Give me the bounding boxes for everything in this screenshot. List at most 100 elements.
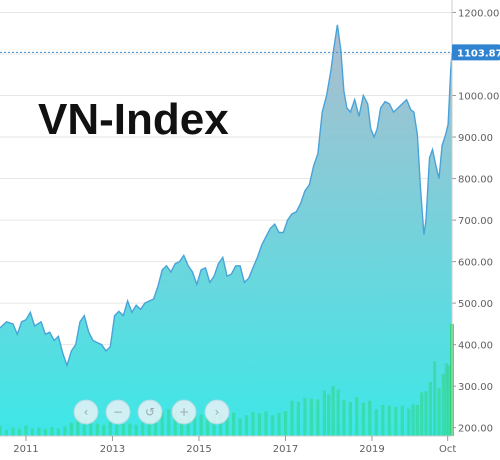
volume-bar xyxy=(69,422,73,436)
navigator-controls[interactable]: ‹ − ↺ + › xyxy=(73,399,230,425)
volume-bar xyxy=(154,419,158,436)
volume-bar xyxy=(4,429,9,436)
volume-bar xyxy=(441,373,445,436)
y-tick-label: 900.00 xyxy=(458,133,493,144)
x-tick-label: 2017 xyxy=(273,444,298,455)
x-tick-label: 2019 xyxy=(359,444,384,455)
volume-bar xyxy=(238,418,242,436)
volume-bar xyxy=(212,415,216,436)
volume-bar xyxy=(167,409,171,436)
volume-bar xyxy=(251,411,255,436)
volume-bar xyxy=(361,402,365,436)
x-tick-label: 2013 xyxy=(100,444,125,455)
nav-back-button[interactable]: ‹ xyxy=(73,399,99,425)
price-series-line xyxy=(0,24,453,368)
volume-bar xyxy=(199,414,203,436)
volume-bar xyxy=(225,417,229,436)
volume-bar xyxy=(115,423,119,436)
volume-bar xyxy=(283,411,288,436)
price-line xyxy=(0,24,453,368)
volume-bar xyxy=(374,409,378,436)
volume-bars xyxy=(0,323,454,436)
volume-bar xyxy=(37,427,41,436)
volume-bar xyxy=(277,412,281,436)
volume-bar xyxy=(232,412,236,436)
zoom-in-button[interactable]: + xyxy=(171,399,197,425)
volume-bar xyxy=(447,365,451,436)
volume-bar xyxy=(102,424,106,436)
volume-bar xyxy=(394,406,398,436)
volume-bar xyxy=(219,413,223,436)
volume-bar xyxy=(400,405,404,436)
volume-bar xyxy=(147,422,151,436)
volume-bar xyxy=(128,423,132,436)
volume-bar xyxy=(355,397,359,436)
volume-bar xyxy=(327,394,331,436)
plus-icon: + xyxy=(179,405,189,419)
chevron-left-icon: ‹ xyxy=(84,405,89,419)
volume-bar xyxy=(0,425,2,436)
volume-bar xyxy=(186,411,190,436)
y-tick-label: 400.00 xyxy=(458,341,493,352)
volume-bar xyxy=(56,428,60,436)
volume-bar xyxy=(17,428,22,436)
volume-bar xyxy=(121,424,125,436)
volume-bar xyxy=(331,386,335,436)
y-tick-label: 1000.00 xyxy=(458,92,499,103)
volume-bar xyxy=(43,428,47,436)
volume-bar xyxy=(82,418,86,436)
volume-bar xyxy=(348,402,352,436)
volume-bar xyxy=(63,426,67,436)
x-tick-label: Oct xyxy=(439,444,456,455)
volume-bar xyxy=(50,427,54,436)
volume-bar xyxy=(420,392,424,436)
volume-bar xyxy=(444,363,448,436)
volume-bar xyxy=(424,391,428,436)
y-tick-label: 500.00 xyxy=(458,299,493,310)
volume-bar xyxy=(24,425,28,436)
volume-bar xyxy=(89,421,93,436)
volume-bar xyxy=(428,382,432,436)
volume-bar xyxy=(193,416,197,436)
volume-bar xyxy=(206,417,210,436)
volume-bar xyxy=(134,424,138,436)
y-tick-label: 600.00 xyxy=(458,258,493,269)
last-price-label: 1103.87 xyxy=(457,48,500,59)
y-tick-label: 200.00 xyxy=(458,424,493,435)
volume-bar xyxy=(270,415,275,436)
y-tick-label: 800.00 xyxy=(458,175,493,186)
volume-bar xyxy=(264,411,268,436)
x-axis: 2011 2013 2015 2017 2019 Oct xyxy=(0,435,456,455)
volume-bar xyxy=(309,398,313,436)
volume-bar xyxy=(180,418,184,436)
volume-bar xyxy=(173,412,177,436)
x-tick-label: 2011 xyxy=(13,444,38,455)
volume-bar xyxy=(30,428,34,436)
chevron-right-icon: › xyxy=(215,405,220,419)
volume-bar xyxy=(411,404,415,436)
y-axis: 200.00 300.00 400.00 500.00 600.00 700.00 800.… xyxy=(451,0,499,436)
volume-bar xyxy=(95,423,99,436)
minus-icon: − xyxy=(113,405,123,419)
chart-title: VN-Index xyxy=(38,95,229,144)
volume-bar xyxy=(322,390,326,436)
volume-bar xyxy=(141,422,145,436)
last-price-badge: 1103.87 xyxy=(452,44,500,61)
volume-bar xyxy=(381,404,385,436)
reset-zoom-button[interactable]: ↺ xyxy=(137,399,163,425)
volume-bar xyxy=(433,361,437,436)
volume-bar xyxy=(290,400,294,436)
x-tick-label: 2015 xyxy=(186,444,211,455)
zoom-out-button[interactable]: − xyxy=(105,399,131,425)
reset-icon: ↺ xyxy=(145,405,155,419)
volume-bar xyxy=(342,399,346,436)
volume-bar xyxy=(407,408,411,436)
volume-bar xyxy=(368,400,372,436)
volume-bar xyxy=(160,411,164,436)
volume-bar xyxy=(316,399,320,436)
nav-forward-button[interactable]: › xyxy=(204,399,230,425)
volume-bar xyxy=(244,415,249,436)
y-tick-label: 1200.00 xyxy=(458,8,499,19)
volume-bar xyxy=(257,413,262,436)
